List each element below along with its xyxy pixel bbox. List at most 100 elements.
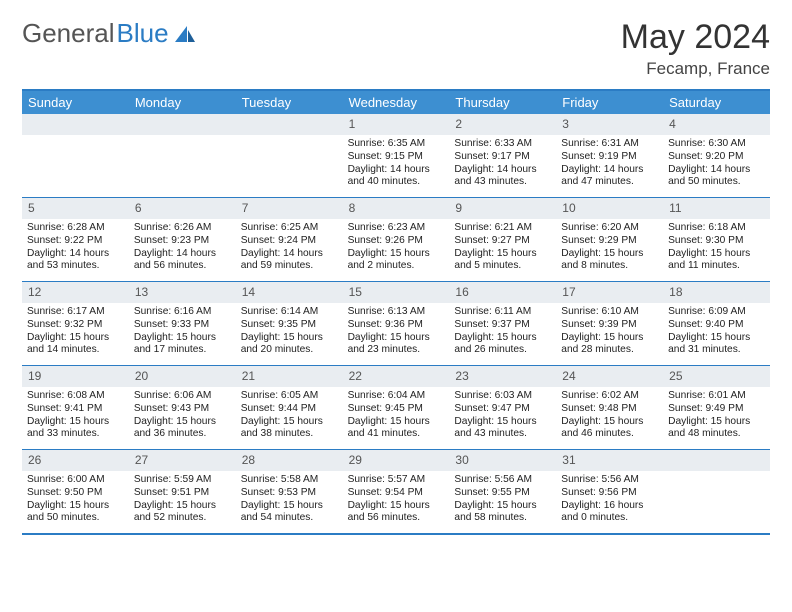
sunrise-text: Sunrise: 6:17 AM [27,306,124,319]
dayinfo-row: Sunrise: 6:28 AMSunset: 9:22 PMDaylight:… [22,219,770,281]
day-cell: Sunrise: 6:30 AMSunset: 9:20 PMDaylight:… [663,135,770,197]
sunrise-text: Sunrise: 6:23 AM [348,222,445,235]
sunrise-text: Sunrise: 6:11 AM [454,306,551,319]
sunrise-text: Sunrise: 6:33 AM [454,138,551,151]
day-cell: Sunrise: 6:14 AMSunset: 9:35 PMDaylight:… [236,303,343,365]
daylight-text: Daylight: 15 hours and 50 minutes. [27,500,124,526]
day-cell: Sunrise: 6:20 AMSunset: 9:29 PMDaylight:… [556,219,663,281]
day-cell: Sunrise: 6:23 AMSunset: 9:26 PMDaylight:… [343,219,450,281]
daylight-text: Daylight: 14 hours and 40 minutes. [348,164,445,190]
day-number: 16 [449,282,556,303]
day-number: 2 [449,114,556,135]
day-number: 18 [663,282,770,303]
day-number [129,114,236,135]
sunrise-text: Sunrise: 5:59 AM [134,474,231,487]
sunset-text: Sunset: 9:20 PM [668,151,765,164]
logo-text-1: General [22,18,115,49]
day-cell: Sunrise: 5:58 AMSunset: 9:53 PMDaylight:… [236,471,343,533]
daynum-row: 567891011 [22,198,770,219]
daylight-text: Daylight: 15 hours and 54 minutes. [241,500,338,526]
sunrise-text: Sunrise: 6:16 AM [134,306,231,319]
sunset-text: Sunset: 9:54 PM [348,487,445,500]
sunrise-text: Sunrise: 6:28 AM [27,222,124,235]
sunset-text: Sunset: 9:53 PM [241,487,338,500]
month-title: May 2024 [621,18,770,57]
calendar: SundayMondayTuesdayWednesdayThursdayFrid… [22,89,770,535]
sunset-text: Sunset: 9:45 PM [348,403,445,416]
daylight-text: Daylight: 14 hours and 43 minutes. [454,164,551,190]
logo-text-2: Blue [117,18,169,49]
day-cell: Sunrise: 6:35 AMSunset: 9:15 PMDaylight:… [343,135,450,197]
daynum-row: 262728293031 [22,450,770,471]
daylight-text: Daylight: 15 hours and 48 minutes. [668,416,765,442]
sunrise-text: Sunrise: 6:30 AM [668,138,765,151]
sunset-text: Sunset: 9:39 PM [561,319,658,332]
daylight-text: Daylight: 15 hours and 26 minutes. [454,332,551,358]
day-cell: Sunrise: 6:26 AMSunset: 9:23 PMDaylight:… [129,219,236,281]
sunrise-text: Sunrise: 5:56 AM [454,474,551,487]
sunset-text: Sunset: 9:15 PM [348,151,445,164]
daylight-text: Daylight: 15 hours and 5 minutes. [454,248,551,274]
sunset-text: Sunset: 9:33 PM [134,319,231,332]
sunset-text: Sunset: 9:50 PM [27,487,124,500]
daylight-text: Daylight: 15 hours and 31 minutes. [668,332,765,358]
day-number: 21 [236,366,343,387]
sunrise-text: Sunrise: 6:18 AM [668,222,765,235]
sunrise-text: Sunrise: 6:21 AM [454,222,551,235]
day-cell [129,135,236,197]
day-number [22,114,129,135]
day-cell: Sunrise: 6:03 AMSunset: 9:47 PMDaylight:… [449,387,556,449]
sunset-text: Sunset: 9:32 PM [27,319,124,332]
day-number [663,450,770,471]
sunrise-text: Sunrise: 6:10 AM [561,306,658,319]
daylight-text: Daylight: 15 hours and 41 minutes. [348,416,445,442]
day-cell [22,135,129,197]
daylight-text: Daylight: 15 hours and 2 minutes. [348,248,445,274]
sunrise-text: Sunrise: 6:35 AM [348,138,445,151]
daylight-text: Daylight: 14 hours and 59 minutes. [241,248,338,274]
sunrise-text: Sunrise: 6:02 AM [561,390,658,403]
day-number: 6 [129,198,236,219]
daylight-text: Daylight: 14 hours and 53 minutes. [27,248,124,274]
day-cell: Sunrise: 6:17 AMSunset: 9:32 PMDaylight:… [22,303,129,365]
day-cell: Sunrise: 5:57 AMSunset: 9:54 PMDaylight:… [343,471,450,533]
daylight-text: Daylight: 15 hours and 36 minutes. [134,416,231,442]
sunset-text: Sunset: 9:43 PM [134,403,231,416]
day-cell: Sunrise: 6:05 AMSunset: 9:44 PMDaylight:… [236,387,343,449]
day-cell: Sunrise: 6:13 AMSunset: 9:36 PMDaylight:… [343,303,450,365]
weekday-label: Monday [129,91,236,114]
daylight-text: Daylight: 14 hours and 56 minutes. [134,248,231,274]
day-cell: Sunrise: 6:28 AMSunset: 9:22 PMDaylight:… [22,219,129,281]
sunrise-text: Sunrise: 6:31 AM [561,138,658,151]
weekday-label: Wednesday [343,91,450,114]
sunrise-text: Sunrise: 6:20 AM [561,222,658,235]
location: Fecamp, France [621,59,770,79]
day-number: 12 [22,282,129,303]
dayinfo-row: Sunrise: 6:17 AMSunset: 9:32 PM Daylight:… [22,303,770,365]
weekday-label: Tuesday [236,91,343,114]
day-number: 22 [343,366,450,387]
day-number: 28 [236,450,343,471]
daylight-text: Daylight: 16 hours and 0 minutes. [561,500,658,526]
sunset-text: Sunset: 9:55 PM [454,487,551,500]
sunrise-text: Sunrise: 5:57 AM [348,474,445,487]
daynum-row: 1234 [22,114,770,135]
sunset-text: Sunset: 9:17 PM [454,151,551,164]
calendar-week: 262728293031Sunrise: 6:00 AMSunset: 9:50… [22,450,770,535]
logo: GeneralBlue [22,18,197,49]
daylight-text: Daylight: 15 hours and 8 minutes. [561,248,658,274]
day-number: 30 [449,450,556,471]
sunrise-text: Sunrise: 6:14 AM [241,306,338,319]
day-number: 8 [343,198,450,219]
daylight-text: Daylight: 14 hours and 50 minutes. [668,164,765,190]
sunset-text: Sunset: 9:44 PM [241,403,338,416]
sunset-text: Sunset: 9:48 PM [561,403,658,416]
sunrise-text: Sunrise: 6:09 AM [668,306,765,319]
day-number: 29 [343,450,450,471]
day-number: 20 [129,366,236,387]
day-cell: Sunrise: 6:18 AMSunset: 9:30 PMDaylight:… [663,219,770,281]
day-cell: Sunrise: 6:01 AMSunset: 9:49 PMDaylight:… [663,387,770,449]
daynum-row: 12131415161718 [22,282,770,303]
sunset-text: Sunset: 9:26 PM [348,235,445,248]
calendar-week: 567891011Sunrise: 6:28 AMSunset: 9:22 PM… [22,198,770,282]
